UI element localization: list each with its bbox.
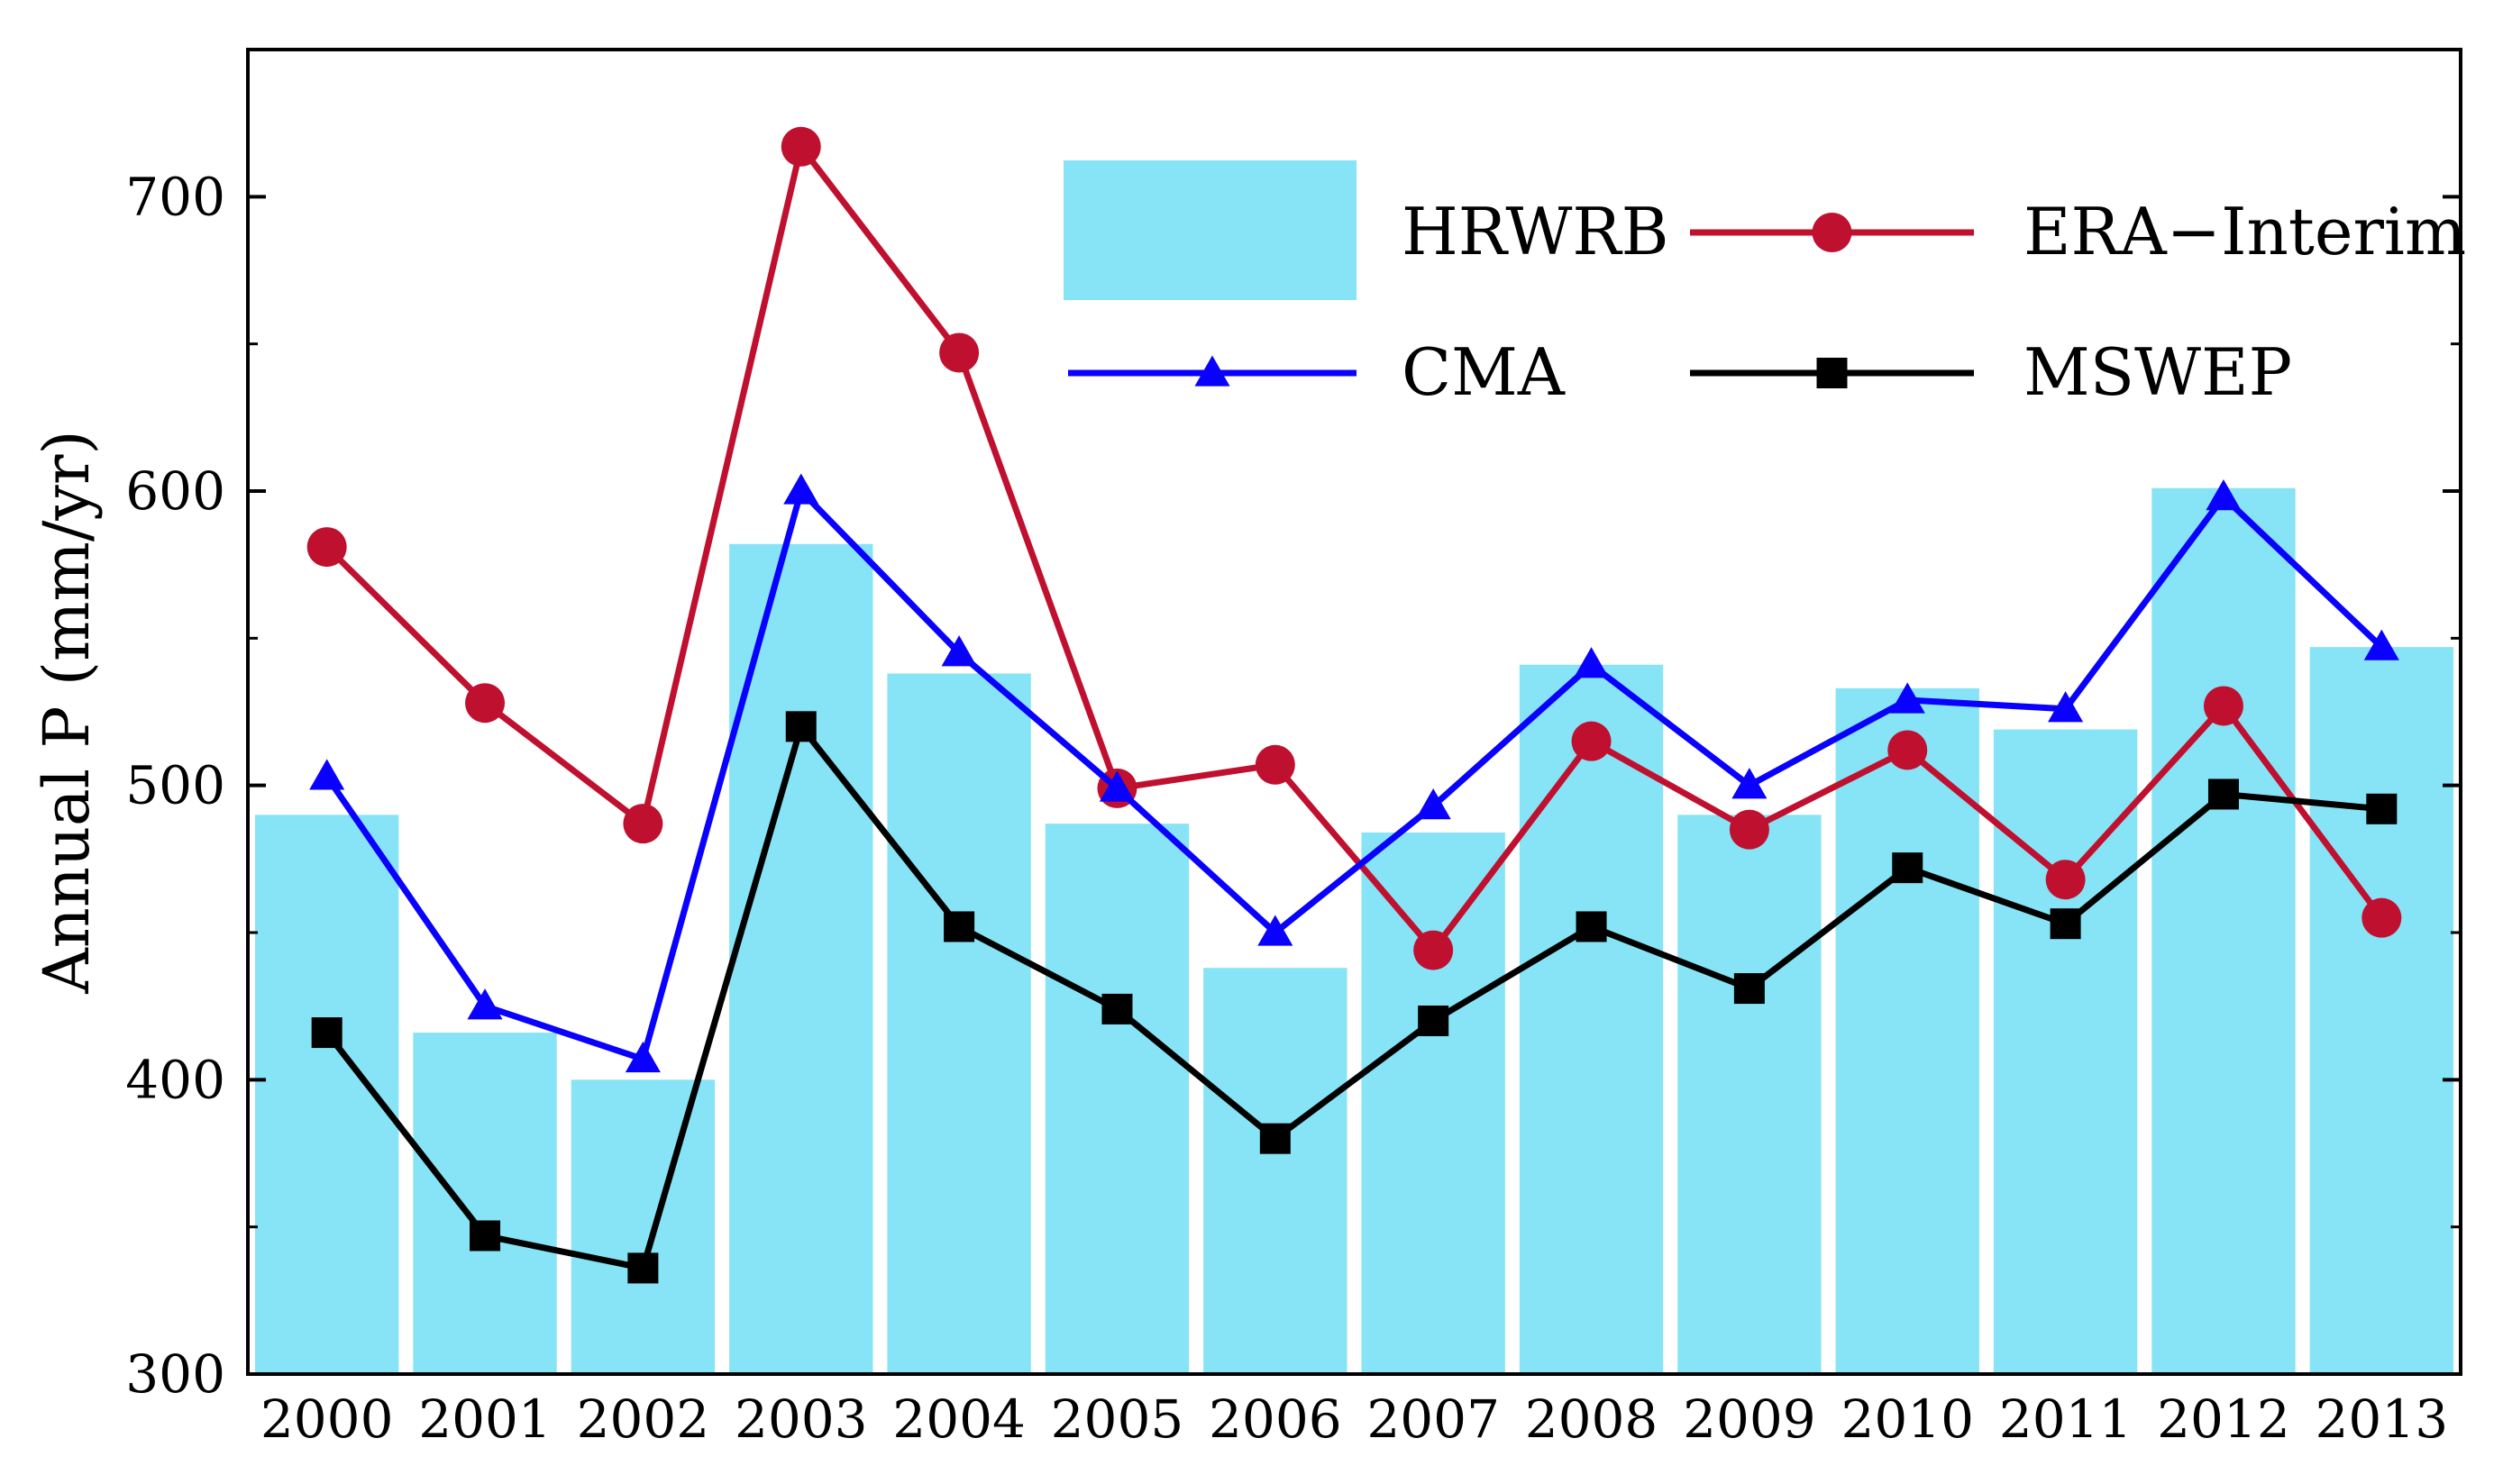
point-era-interim-2011 — [2045, 860, 2086, 900]
x-tick-label-2000: 2000 — [260, 1388, 394, 1450]
legend-swatch-hrwrb — [1064, 160, 1357, 300]
point-era-interim-2003 — [781, 126, 821, 167]
line-cma — [324, 487, 2384, 1062]
point-mswep-2013 — [2366, 793, 2398, 824]
bar-2003 — [729, 543, 873, 1374]
point-era-interim-2002 — [623, 804, 663, 844]
legend-swatch-cma — [1068, 355, 1357, 387]
legend-swatch-era-interim — [1690, 213, 1974, 252]
bar-2004 — [887, 673, 1031, 1374]
bar-2007 — [1361, 832, 1505, 1374]
x-tick-label-2010: 2010 — [1841, 1388, 1974, 1450]
bar-2002 — [571, 1079, 716, 1374]
point-mswep-2003 — [785, 711, 817, 742]
x-axis: 2000 2001 2002 2003 2004 2005 2006 2007 2008 2009… — [260, 1388, 2448, 1450]
point-cma-2006 — [1257, 915, 1293, 946]
point-cma-2013 — [2363, 629, 2399, 660]
x-tick-label-2007: 2007 — [1366, 1388, 1500, 1450]
point-cma-2007 — [1415, 788, 1451, 820]
lines-layer — [306, 126, 2402, 1284]
y-axis: 300 400 500 600 700 — [125, 166, 2461, 1405]
point-mswep-2012 — [2207, 778, 2239, 810]
x-tick-label-2003: 2003 — [735, 1388, 868, 1450]
bar-2012 — [2151, 487, 2296, 1374]
x-tick-label-2009: 2009 — [1683, 1388, 1816, 1450]
legend-swatch-mswep — [1690, 358, 1974, 388]
point-era-interim-2007 — [1413, 930, 1454, 970]
point-cma-2011 — [2048, 691, 2084, 723]
point-mswep-2002 — [627, 1252, 659, 1284]
legend-label-era-interim: ERA−Interim — [2023, 194, 2466, 269]
point-era-interim-2006 — [1255, 744, 1295, 785]
point-era-interim-2012 — [2203, 686, 2243, 726]
series-cma — [309, 473, 2399, 1073]
point-mswep-2010 — [1892, 852, 1923, 884]
bar-2005 — [1045, 824, 1190, 1374]
y-tick-label: 300 — [125, 1343, 225, 1405]
bar-2001 — [413, 1033, 557, 1374]
point-mswep-2008 — [1576, 911, 1607, 942]
y-tick-label: 600 — [125, 460, 225, 522]
point-era-interim-2013 — [2361, 897, 2402, 938]
bars-layer — [255, 487, 2453, 1374]
point-cma-2000 — [309, 759, 345, 790]
point-mswep-2005 — [1101, 993, 1133, 1024]
point-mswep-2009 — [1733, 973, 1765, 1005]
legend-label-cma: CMA — [1402, 334, 1566, 410]
point-era-interim-2009 — [1729, 809, 1769, 850]
point-cma-2008 — [1573, 647, 1610, 678]
point-cma-2005 — [1099, 770, 1136, 802]
point-era-interim-2000 — [306, 527, 347, 568]
plot-border — [246, 48, 2462, 1376]
x-tick-label-2011: 2011 — [1999, 1388, 2133, 1450]
series-mswep — [311, 711, 2398, 1284]
point-cma-2004 — [941, 635, 977, 667]
bar-2006 — [1203, 968, 1347, 1374]
x-tick-label-2005: 2005 — [1051, 1388, 1184, 1450]
x-tick-label-2001: 2001 — [418, 1388, 552, 1450]
legend: HRWRB ERA−Interim CMA MSWEP — [1064, 160, 2466, 410]
x-tick-label-2012: 2012 — [2157, 1388, 2290, 1450]
point-cma-2001 — [467, 988, 503, 1020]
point-mswep-2006 — [1259, 1123, 1291, 1154]
point-era-interim-2010 — [1887, 730, 1928, 770]
point-cma-2002 — [625, 1041, 661, 1073]
legend-label-hrwrb: HRWRB — [1402, 194, 1669, 269]
point-mswep-2001 — [470, 1220, 501, 1252]
line-mswep — [324, 723, 2382, 1271]
point-mswep-2007 — [1418, 1006, 1449, 1036]
x-tick-label-2006: 2006 — [1209, 1388, 1342, 1450]
point-era-interim-2001 — [465, 683, 506, 724]
y-axis-label: Annual P (mm/yr) — [30, 430, 104, 995]
point-mswep-2011 — [2050, 908, 2081, 940]
point-cma-2009 — [1731, 768, 1768, 799]
x-tick-label-2002: 2002 — [577, 1388, 710, 1450]
x-tick-label-2004: 2004 — [892, 1388, 1026, 1450]
bar-2010 — [1835, 687, 1979, 1374]
bar-2013 — [2309, 647, 2453, 1374]
point-era-interim-2008 — [1571, 721, 1612, 761]
point-era-interim-2004 — [939, 332, 980, 373]
line-era-interim — [324, 143, 2385, 954]
plot-frame — [246, 48, 2462, 1376]
point-mswep-2000 — [311, 1017, 343, 1049]
point-mswep-2004 — [944, 911, 975, 942]
point-cma-2010 — [1889, 682, 1925, 714]
bar-2008 — [1519, 664, 1664, 1374]
legend-marker — [1816, 358, 1848, 388]
point-cma-2012 — [2206, 478, 2242, 511]
x-tick-label-2008: 2008 — [1525, 1388, 1658, 1450]
legend-marker — [1812, 213, 1852, 252]
legend-marker — [1194, 355, 1230, 387]
point-cma-2003 — [783, 473, 819, 505]
y-tick-label: 500 — [125, 755, 225, 816]
legend-label-mswep: MSWEP — [2023, 334, 2292, 410]
y-tick-label: 700 — [125, 166, 225, 227]
x-tick-label-2013: 2013 — [2316, 1388, 2449, 1450]
y-tick-label: 400 — [125, 1049, 225, 1110]
bar-2009 — [1677, 815, 1822, 1374]
